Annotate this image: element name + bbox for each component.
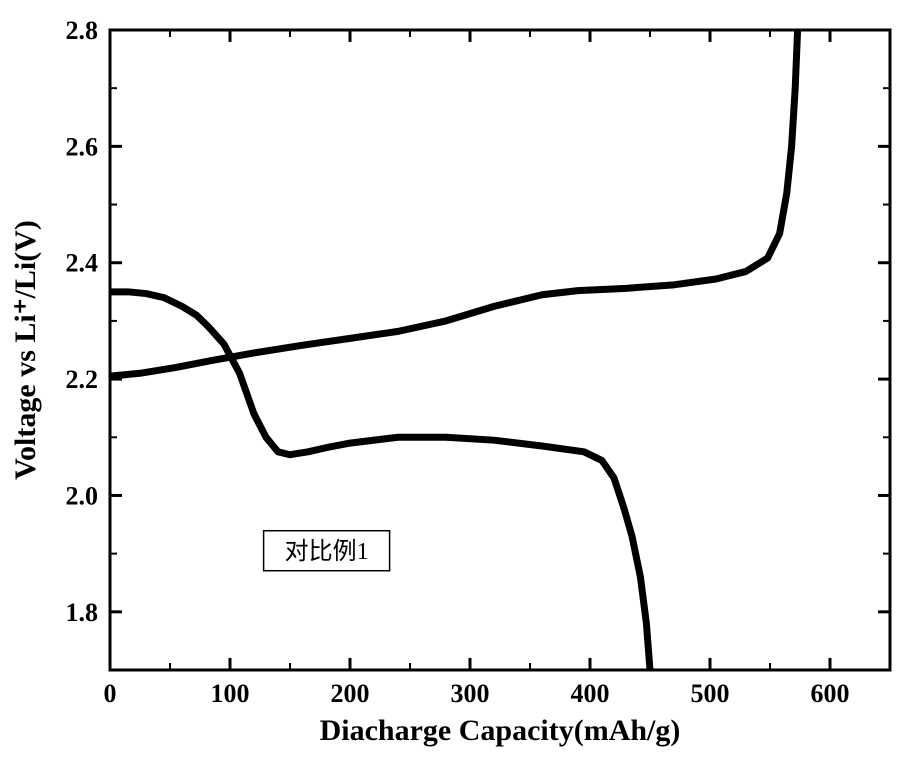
y-axis-title: Voltage vs Li⁺/Li(V): [9, 220, 42, 480]
x-tick-label: 100: [211, 679, 250, 708]
x-tick-label: 0: [104, 679, 117, 708]
x-tick-label: 600: [811, 679, 850, 708]
x-tick-label: 300: [451, 679, 490, 708]
y-tick-label: 1.8: [66, 598, 99, 627]
y-tick-label: 2.2: [66, 365, 99, 394]
x-tick-label: 500: [691, 679, 730, 708]
y-tick-label: 2.6: [66, 132, 99, 161]
x-axis-title: Diacharge Capacity(mAh/g): [320, 714, 681, 747]
y-tick-label: 2.8: [66, 16, 99, 45]
x-tick-label: 400: [571, 679, 610, 708]
chart-svg: 0 100 200 300 400 500 600 1.8 2.0 2.2 2.4 2.6 2.8 Dia…: [0, 0, 919, 765]
y-tick-label: 2.0: [66, 481, 99, 510]
x-tick-label: 200: [331, 679, 370, 708]
plot-bg: [0, 0, 919, 765]
legend-label: 对比例1: [285, 538, 369, 565]
y-tick-label: 2.4: [66, 249, 99, 278]
chart-container: 0 100 200 300 400 500 600 1.8 2.0 2.2 2.4 2.6 2.8 Dia…: [0, 0, 919, 765]
